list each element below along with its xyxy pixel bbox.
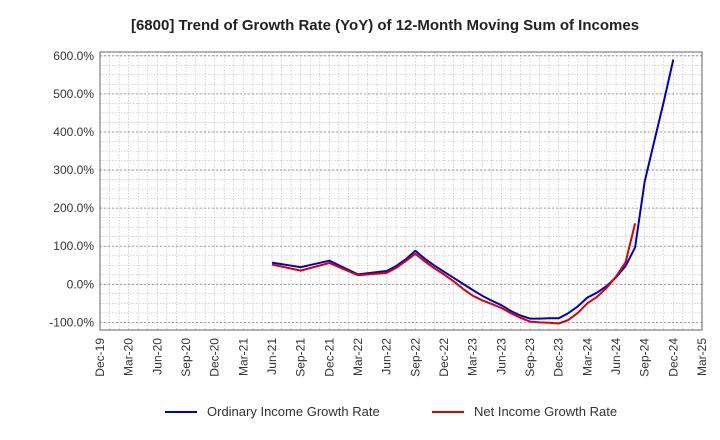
y-tick-label: -100.0%: [49, 315, 94, 329]
x-tick-label: Sep-21: [294, 338, 308, 377]
x-tick-label: Dec-23: [552, 338, 566, 377]
x-tick-label: Sep-24: [638, 338, 652, 377]
x-tick-label: Dec-22: [437, 338, 451, 377]
x-tick-label: Jun-22: [380, 338, 394, 375]
x-tick-label: Mar-22: [351, 338, 365, 376]
y-tick-label: 200.0%: [53, 201, 94, 215]
y-tick-label: 100.0%: [53, 239, 94, 253]
x-tick-label: Dec-24: [666, 338, 680, 377]
x-tick-label: Jun-21: [265, 338, 279, 375]
x-tick-label: Dec-21: [322, 338, 336, 377]
series-line: [271, 223, 637, 325]
y-tick-label: 500.0%: [53, 87, 94, 101]
x-tick-label: Jun-20: [150, 338, 164, 375]
plot-area: -100.0% 0.0% 100.0% 200.0% 300.0% 400.0% 500.0…: [49, 49, 709, 377]
x-tick-label: Sep-23: [523, 338, 537, 377]
x-tick-label: Mar-25: [695, 338, 709, 376]
x-tick-label: Mar-20: [122, 338, 136, 376]
y-tick-label: 600.0%: [53, 49, 94, 63]
x-tick-label: Dec-20: [208, 338, 222, 377]
plot-background: [100, 52, 702, 330]
x-tick-label: Mar-24: [580, 338, 594, 376]
x-tick-label: Jun-24: [609, 338, 623, 375]
plot-border: [99, 51, 703, 331]
chart-title: [6800] Trend of Growth Rate (YoY) of 12-…: [131, 17, 639, 34]
x-tick-label: Sep-22: [408, 338, 422, 377]
x-tick-label: Sep-20: [179, 338, 193, 377]
legend: Ordinary Income Growth Rate Net Income Gr…: [165, 404, 617, 419]
x-tick-label: Jun-23: [494, 338, 508, 375]
x-tick-label: Mar-21: [236, 338, 250, 376]
y-tick-label: 0.0%: [67, 277, 95, 291]
legend-label: Net Income Growth Rate: [474, 404, 617, 419]
y-tick-label: 300.0%: [53, 163, 94, 177]
y-tick-label: 400.0%: [53, 125, 94, 139]
x-tick-label: Dec-19: [93, 338, 107, 377]
legend-label: Ordinary Income Growth Rate: [207, 404, 380, 419]
x-tick-label: Mar-23: [466, 338, 480, 376]
